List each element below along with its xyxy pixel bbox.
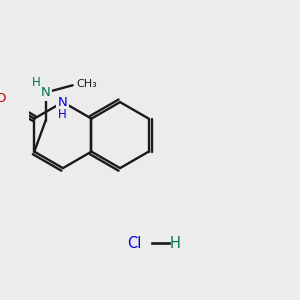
Text: H: H	[32, 76, 40, 89]
Text: N: N	[58, 96, 68, 109]
Text: N: N	[41, 86, 50, 99]
Text: CH₃: CH₃	[76, 79, 97, 89]
Text: O: O	[0, 92, 5, 105]
Text: H: H	[58, 107, 67, 121]
Text: Cl: Cl	[127, 236, 142, 251]
Text: H: H	[169, 236, 180, 251]
